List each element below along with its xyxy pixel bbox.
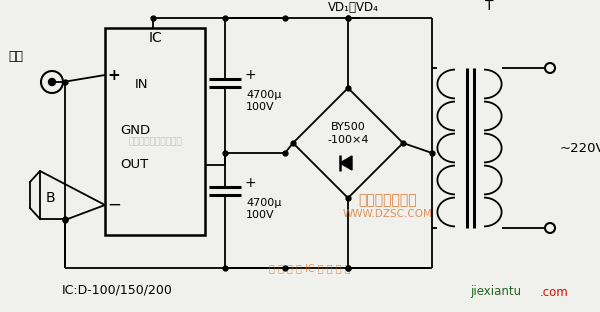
Bar xyxy=(105,28,205,235)
Text: +: + xyxy=(107,67,121,82)
Text: jiexiantu: jiexiantu xyxy=(470,285,521,299)
Text: B: B xyxy=(46,191,56,205)
Text: 输入: 输入 xyxy=(8,51,23,64)
Text: ~220V: ~220V xyxy=(560,142,600,154)
Text: −: − xyxy=(107,196,121,214)
Text: WWW.DZSC.COM: WWW.DZSC.COM xyxy=(343,209,433,219)
Text: +: + xyxy=(244,68,256,82)
Text: 4700μ
100V: 4700μ 100V xyxy=(246,198,281,220)
Text: T: T xyxy=(485,0,493,13)
Text: .com: .com xyxy=(540,285,569,299)
Text: 杭州将睢科技有限公司: 杭州将睢科技有限公司 xyxy=(128,138,182,147)
Text: IC:D-100/150/200: IC:D-100/150/200 xyxy=(62,284,173,296)
Text: BY500: BY500 xyxy=(331,122,365,132)
Text: -100×4: -100×4 xyxy=(327,135,369,145)
Text: IN: IN xyxy=(135,79,149,91)
Text: OUT: OUT xyxy=(120,158,148,172)
Text: +: + xyxy=(244,176,256,190)
Text: GND: GND xyxy=(120,124,150,137)
Text: 全 球 最 大 IC 采 购 网 站: 全 球 最 大 IC 采 购 网 站 xyxy=(269,263,351,273)
Text: VD₁～VD₄: VD₁～VD₄ xyxy=(328,1,379,14)
Text: 4700μ
100V: 4700μ 100V xyxy=(246,90,281,112)
Text: 维库电子市场网: 维库电子市场网 xyxy=(359,193,418,207)
Polygon shape xyxy=(340,156,352,170)
Text: IC: IC xyxy=(148,31,162,45)
Circle shape xyxy=(49,79,56,85)
